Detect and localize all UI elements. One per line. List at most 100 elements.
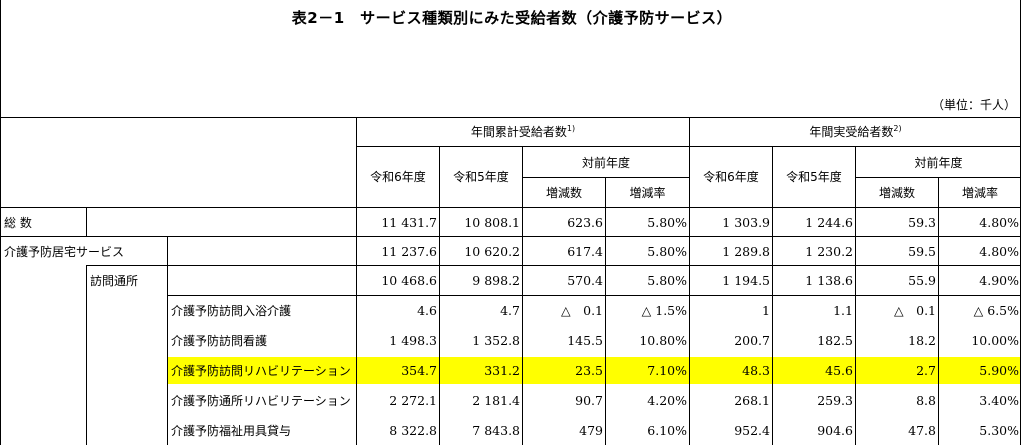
row-label: 介護予防訪問リハビリテーション bbox=[171, 364, 351, 378]
rule-v-data-start bbox=[356, 117, 357, 445]
table-cell: 5.30% bbox=[979, 423, 1019, 438]
table-cell: 4.80% bbox=[979, 215, 1019, 230]
table-cell: 8 322.8 bbox=[389, 423, 437, 438]
table-cell: 4.90% bbox=[979, 273, 1019, 288]
table-cell: 10.80% bbox=[639, 333, 687, 348]
rule-header-top bbox=[0, 117, 1021, 118]
table-cell: 952.4 bbox=[734, 423, 770, 438]
row-label: 介護予防居宅サービス bbox=[4, 245, 125, 259]
table-cell: 145.5 bbox=[567, 333, 603, 348]
table-cell: 2 272.1 bbox=[389, 393, 437, 408]
table-cell: 1 498.3 bbox=[389, 333, 437, 348]
table-cell: 6.10% bbox=[647, 423, 687, 438]
header-r6-1: 令和6年度 bbox=[370, 170, 426, 184]
table-cell: △ 6.5% bbox=[973, 303, 1019, 318]
rule-v-col-8 bbox=[938, 177, 939, 445]
table-cell: 10 620.2 bbox=[464, 244, 520, 259]
table-cell: 5.80% bbox=[647, 215, 687, 230]
row-label: 介護予防訪問入浴介護 bbox=[171, 304, 292, 318]
header-prev-year-1: 対前年度 bbox=[581, 156, 630, 170]
table-cell: 1.1 bbox=[833, 303, 853, 318]
table-cell: 90.7 bbox=[575, 393, 603, 408]
row-label: 介護予防通所リハビリテーション bbox=[171, 394, 351, 408]
header-r5-2: 令和5年度 bbox=[786, 170, 842, 184]
table-cell: 1 194.5 bbox=[722, 273, 770, 288]
table-cell: 331.2 bbox=[484, 363, 520, 378]
table-cell: 2.7 bbox=[916, 363, 936, 378]
table-cell: 200.7 bbox=[734, 333, 770, 348]
rule-v-col-7 bbox=[855, 146, 856, 445]
table-cell: 904.6 bbox=[817, 423, 853, 438]
table-cell: 5.90% bbox=[979, 363, 1019, 378]
table-cell: 354.7 bbox=[401, 363, 437, 378]
table-cell: 1 230.2 bbox=[805, 244, 853, 259]
table-title: 表2－1 サービス種類別にみた受給者数（介護予防サービス） bbox=[291, 9, 733, 27]
table-cell: 45.6 bbox=[825, 363, 853, 378]
table-cell: 617.4 bbox=[567, 244, 603, 259]
table-cell: △ 0.1 bbox=[894, 303, 936, 318]
table-cell: 5.80% bbox=[647, 273, 687, 288]
table-cell: 10.00% bbox=[971, 333, 1019, 348]
rule-v-col-3 bbox=[522, 146, 523, 445]
rule-row-1 bbox=[86, 265, 1021, 266]
table-cell: 1 289.8 bbox=[722, 244, 770, 259]
table-cell: 47.8 bbox=[908, 423, 936, 438]
header-change-count-1: 増減数 bbox=[545, 186, 582, 200]
rule-v-col-4 bbox=[605, 177, 606, 445]
rule-v-label-0 bbox=[86, 207, 87, 236]
table-cell: 182.5 bbox=[817, 333, 853, 348]
table-cell: 59.5 bbox=[908, 244, 936, 259]
rule-row-2 bbox=[167, 295, 1021, 296]
header-prev-year-2: 対前年度 bbox=[914, 156, 963, 170]
row-label: 介護予防訪問看護 bbox=[171, 334, 268, 348]
rule-v-col-2 bbox=[439, 146, 440, 445]
table-cell: 4.6 bbox=[417, 303, 437, 318]
table-cell: 1 244.6 bbox=[805, 215, 853, 230]
header-change-count-2: 増減数 bbox=[878, 186, 915, 200]
row-label: 介護予防福祉用具貸与 bbox=[171, 424, 292, 438]
table-cell: 10 468.6 bbox=[381, 273, 437, 288]
table-cell: 59.3 bbox=[908, 215, 936, 230]
table-cell: 48.3 bbox=[742, 363, 770, 378]
table-cell: 570.4 bbox=[567, 273, 603, 288]
table-cell: 1 138.6 bbox=[805, 273, 853, 288]
rule-header-bottom bbox=[0, 207, 1021, 208]
table-cell: 4.7 bbox=[500, 303, 520, 318]
table-cell: 2 181.4 bbox=[472, 393, 520, 408]
rule-v-label-1 bbox=[86, 265, 87, 445]
header-r6-2: 令和6年度 bbox=[703, 170, 759, 184]
rule-v-group-sep bbox=[689, 117, 690, 445]
unit-label: （単位：千人） bbox=[931, 98, 1016, 112]
header-change-rate-2: 増減率 bbox=[961, 186, 998, 200]
table-cell: 7.10% bbox=[647, 363, 687, 378]
table-cell: 11 237.6 bbox=[381, 244, 437, 259]
table-cell: 4.80% bbox=[979, 244, 1019, 259]
rule-row-0 bbox=[0, 236, 1021, 237]
table-cell: 259.3 bbox=[817, 393, 853, 408]
table-cell: 18.2 bbox=[908, 333, 936, 348]
header-r5-1: 令和5年度 bbox=[453, 170, 509, 184]
table-cell: 7 843.8 bbox=[472, 423, 520, 438]
rule-group-bottom bbox=[356, 146, 1021, 147]
table-cell: 9 898.2 bbox=[472, 273, 520, 288]
table-cell: 268.1 bbox=[734, 393, 770, 408]
header-change-rate-1: 増減率 bbox=[629, 186, 666, 200]
row-label: 総 数 bbox=[4, 216, 32, 230]
rule-v-label-2 bbox=[167, 236, 168, 445]
table-cell: 4.20% bbox=[647, 393, 687, 408]
row-label: 訪問通所 bbox=[90, 274, 139, 288]
table-cell: 3.40% bbox=[979, 393, 1019, 408]
header-annual-actual: 年間実受給者数2) bbox=[809, 124, 902, 139]
table-cell: 11 431.7 bbox=[381, 215, 437, 230]
row-highlight bbox=[167, 357, 1020, 384]
table-cell: 23.5 bbox=[575, 363, 603, 378]
table-cell: 8.8 bbox=[916, 393, 936, 408]
table-cell: 1 bbox=[762, 303, 770, 318]
table-cell: 623.6 bbox=[567, 215, 603, 230]
table-cell: △ 1.5% bbox=[641, 303, 687, 318]
table-cell: 1 352.8 bbox=[472, 333, 520, 348]
rule-v-col-6 bbox=[772, 146, 773, 445]
table-cell: 1 303.9 bbox=[722, 215, 770, 230]
table-cell: 5.80% bbox=[647, 244, 687, 259]
